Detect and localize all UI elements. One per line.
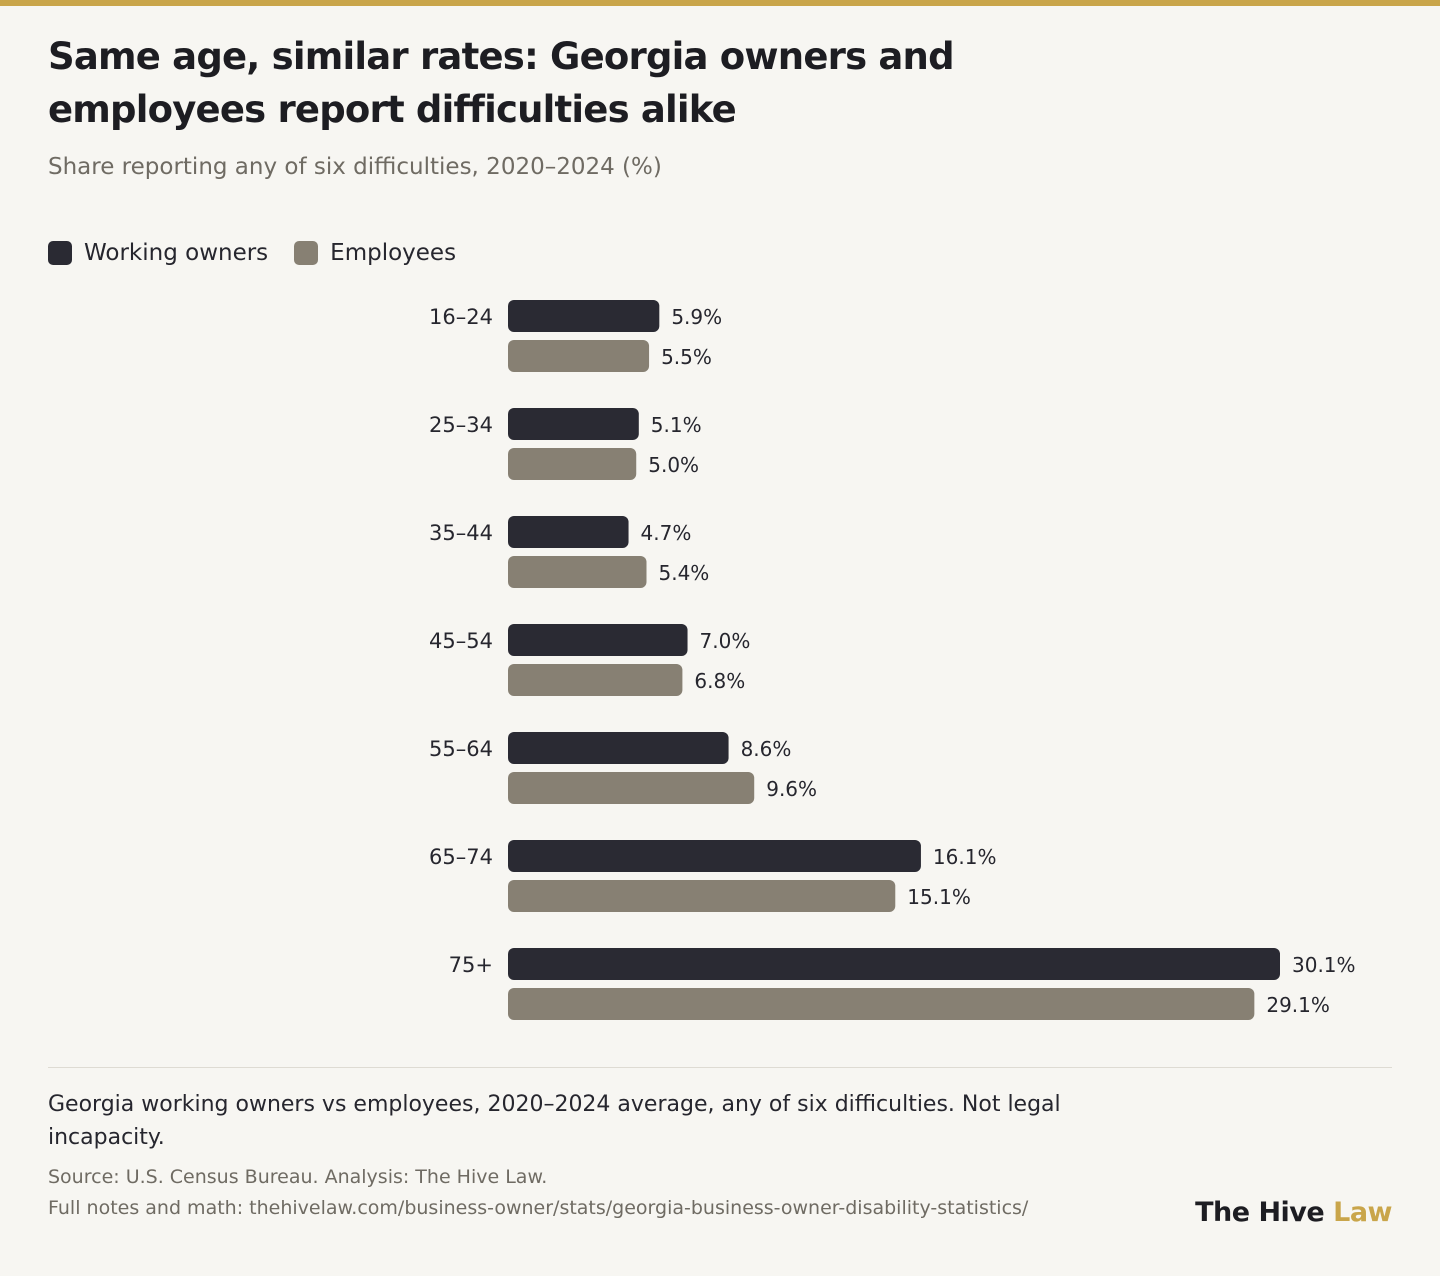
legend-label-working-owners: Working owners [84, 240, 269, 266]
bar-owners-35-44 [508, 516, 629, 548]
category-label-16-24: 16–24 [429, 305, 493, 329]
notes-link[interactable]: Full notes and math: thehivelaw.com/busi… [48, 1197, 1029, 1219]
bar-employees-75plus [508, 988, 1255, 1020]
legend-swatch-employees [294, 241, 319, 265]
value-label-owners-35-44: 4.7% [641, 521, 692, 545]
value-label-employees-35-44: 5.4% [658, 561, 709, 585]
value-label-owners-65-74: 16.1% [933, 845, 997, 869]
value-label-employees-55-64: 9.6% [766, 777, 817, 801]
footer-source: Source: U.S. Census Bureau. Analysis: Th… [48, 1162, 1028, 1224]
value-label-owners-16-24: 5.9% [671, 305, 722, 329]
category-label-25-34: 25–34 [429, 413, 493, 437]
brand-logo: The Hive Law [1195, 1196, 1392, 1230]
brand-name-accent: Law [1333, 1197, 1392, 1228]
legend: Working owners Employees [48, 238, 482, 268]
legend-item-employees: Employees [294, 238, 456, 268]
chart-title: Same age, similar rates: Georgia owners … [48, 35, 955, 131]
value-label-employees-16-24: 5.5% [661, 345, 712, 369]
value-label-owners-25-34: 5.1% [651, 413, 702, 437]
category-label-45-54: 45–54 [429, 629, 493, 653]
bar-owners-75plus [508, 948, 1280, 980]
bar-chart: 16–24 5.9% 5.5% 25–34 5.1% 5.0% 35–44 4.7% 5.4% 4… [429, 300, 1356, 1020]
value-label-owners-75plus: 30.1% [1292, 953, 1356, 977]
value-label-owners-45-54: 7.0% [700, 629, 751, 653]
bar-owners-65-74 [508, 840, 921, 872]
footer-note: Georgia working owners vs employees, 202… [48, 1092, 1061, 1150]
bar-employees-65-74 [508, 880, 896, 912]
value-label-employees-25-34: 5.0% [648, 453, 699, 477]
legend-item-working-owners: Working owners [48, 238, 268, 268]
bar-owners-45-54 [508, 624, 688, 656]
brand-name: The Hive [1195, 1197, 1325, 1228]
value-label-owners-55-64: 8.6% [741, 737, 792, 761]
category-label-65-74: 65–74 [429, 845, 493, 869]
footer-divider [48, 1067, 1392, 1068]
category-label-55-64: 55–64 [429, 737, 493, 761]
bar-employees-25-34 [508, 448, 637, 480]
top-accent-bar [0, 0, 1440, 6]
bar-employees-16-24 [508, 340, 650, 372]
value-label-employees-45-54: 6.8% [694, 669, 745, 693]
value-label-employees-65-74: 15.1% [907, 885, 971, 909]
bar-employees-45-54 [508, 664, 683, 696]
bar-owners-55-64 [508, 732, 729, 764]
bar-owners-25-34 [508, 408, 639, 440]
value-label-employees-75plus: 29.1% [1266, 993, 1330, 1017]
legend-label-employees: Employees [330, 240, 457, 266]
legend-swatch-working-owners [48, 241, 72, 265]
category-label-35-44: 35–44 [429, 521, 493, 545]
chart-subtitle: Share reporting any of six difficulties,… [48, 154, 662, 180]
category-label-75plus: 75+ [449, 953, 493, 977]
bar-employees-35-44 [508, 556, 647, 588]
source-line: Source: U.S. Census Bureau. Analysis: Th… [48, 1166, 548, 1188]
bar-employees-55-64 [508, 772, 755, 804]
bar-owners-16-24 [508, 300, 660, 332]
